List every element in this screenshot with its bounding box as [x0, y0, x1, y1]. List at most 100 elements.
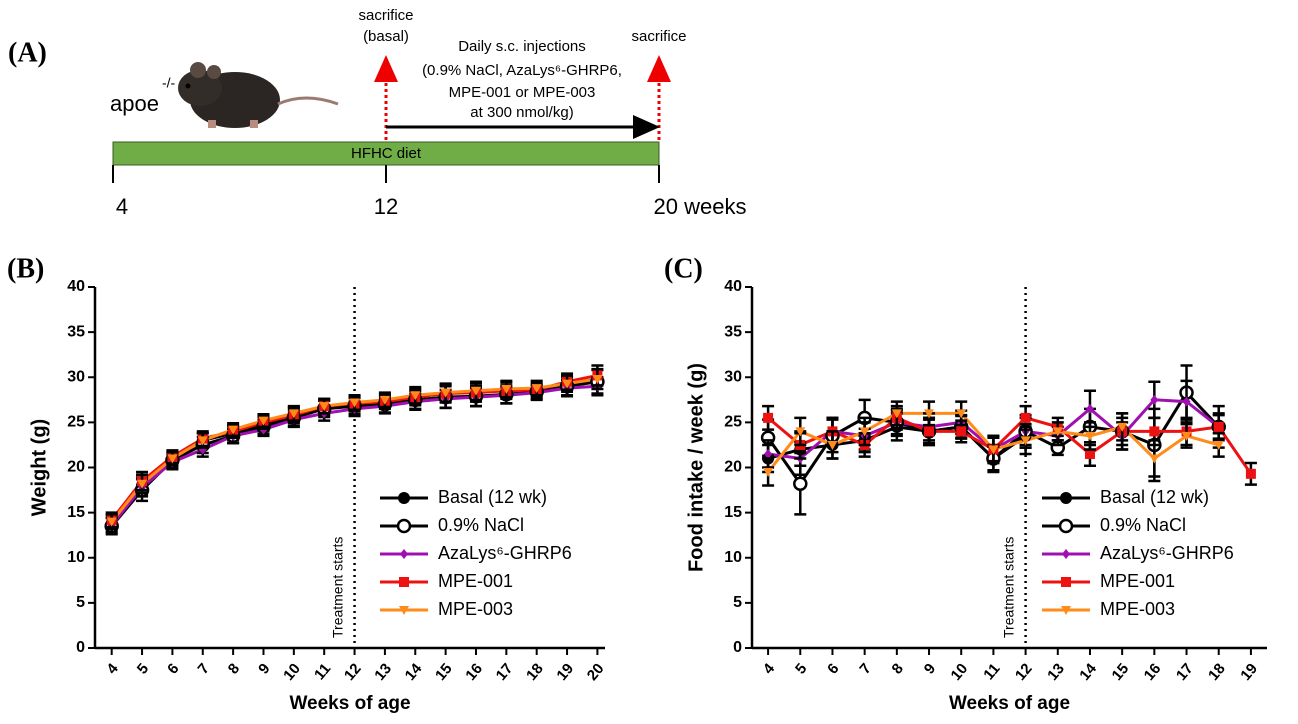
marker	[319, 402, 330, 412]
x-axis-label: Weeks of age	[289, 693, 410, 714]
x-tick-label: 16	[462, 660, 486, 684]
marker	[891, 409, 902, 419]
x-tick-label: 8	[225, 660, 243, 677]
sacrifice-label: sacrifice	[358, 7, 413, 24]
timeline-label: 12	[374, 194, 398, 219]
legend-label: AzaLys⁶-GHRP6	[438, 543, 572, 563]
injection-text: MPE-001 or MPE-003	[449, 84, 596, 101]
treatment-label: Treatment starts	[329, 537, 345, 638]
marker	[763, 412, 774, 423]
legend-marker	[399, 577, 409, 587]
y-tick-label: 10	[67, 549, 85, 566]
legend-label: MPE-003	[1100, 599, 1175, 619]
y-tick-label: 35	[67, 323, 85, 340]
marker	[440, 388, 451, 398]
sacrifice-label: (basal)	[363, 28, 409, 45]
treatment-label: Treatment starts	[1000, 537, 1016, 638]
diet-label: HFHC diet	[351, 145, 422, 162]
x-tick-label: 20	[584, 660, 608, 684]
x-tick-label: 19	[1237, 660, 1261, 684]
panel-label: (B)	[7, 253, 44, 284]
x-tick-label: 16	[1141, 660, 1165, 684]
x-tick-label: 6	[824, 660, 842, 677]
timeline-label: 20 weeks	[654, 194, 747, 219]
legend-label: 0.9% NaCl	[438, 515, 524, 535]
marker	[410, 391, 421, 401]
y-axis-label: Food intake / week (g)	[685, 363, 707, 572]
y-tick-label: 0	[733, 639, 742, 656]
marker	[1150, 394, 1159, 405]
y-tick-label: 30	[724, 368, 742, 385]
x-tick-label: 6	[164, 660, 182, 677]
marker	[562, 379, 573, 389]
marker	[531, 384, 542, 394]
y-axis-label: Weight (g)	[28, 419, 50, 516]
marker	[859, 427, 870, 437]
x-tick-label: 14	[1076, 660, 1100, 684]
marker	[1085, 403, 1094, 414]
marker	[1084, 448, 1095, 459]
x-tick-label: 4	[103, 660, 122, 678]
panel-label: (C)	[664, 253, 703, 284]
marker	[228, 425, 239, 435]
marker	[1084, 431, 1095, 441]
marker	[1149, 454, 1160, 464]
marker	[501, 384, 512, 394]
marker	[956, 409, 967, 419]
marker	[988, 445, 999, 455]
legend-marker	[1061, 606, 1071, 615]
marker	[793, 476, 808, 491]
legend-label: 0.9% NaCl	[1100, 515, 1186, 535]
x-tick-label: 9	[921, 660, 939, 677]
legend-marker	[400, 549, 408, 559]
mouse-icon	[178, 62, 339, 128]
strain-label: apoe	[110, 91, 159, 116]
legend-marker	[1061, 577, 1071, 587]
x-tick-label: 12	[1012, 660, 1036, 684]
marker	[1181, 431, 1192, 441]
timeline-label: 4	[116, 194, 128, 219]
y-tick-label: 15	[67, 504, 85, 521]
marker	[1117, 422, 1128, 432]
x-tick-label: 18	[523, 660, 547, 684]
x-tick-label: 18	[1205, 660, 1229, 684]
marker	[1020, 412, 1031, 423]
marker	[1213, 440, 1224, 450]
marker	[167, 454, 178, 464]
x-tick-label: 13	[1044, 660, 1068, 684]
x-tick-label: 12	[341, 660, 365, 684]
y-tick-label: 35	[724, 323, 742, 340]
y-tick-label: 40	[724, 278, 742, 295]
legend-marker	[396, 518, 412, 534]
marker	[795, 427, 806, 437]
x-tick-label: 11	[311, 660, 334, 683]
x-tick-label: 4	[760, 660, 779, 678]
marker	[1052, 427, 1063, 437]
injection-text: Daily s.c. injections	[458, 38, 586, 55]
y-tick-label: 20	[67, 459, 85, 476]
y-tick-label: 40	[67, 278, 85, 295]
y-tick-label: 25	[67, 414, 85, 431]
marker	[1020, 436, 1031, 446]
x-tick-label: 5	[792, 660, 810, 677]
marker	[1149, 426, 1160, 437]
injection-text: (0.9% NaCl, AzaLys⁶-GHRP6,	[422, 62, 622, 79]
legend-marker	[398, 492, 410, 504]
marker	[924, 426, 935, 437]
marker	[349, 398, 360, 408]
marker	[137, 479, 148, 489]
y-tick-label: 25	[724, 414, 742, 431]
marker	[827, 440, 838, 450]
x-tick-label: 15	[1109, 660, 1133, 684]
x-tick-label: 7	[194, 660, 212, 677]
legend-label: Basal (12 wk)	[438, 487, 547, 507]
y-tick-label: 10	[724, 549, 742, 566]
marker	[197, 436, 208, 446]
legend-label: MPE-003	[438, 599, 513, 619]
strain-superscript: -/-	[162, 75, 176, 91]
marker	[1245, 468, 1256, 479]
marker	[956, 426, 967, 437]
